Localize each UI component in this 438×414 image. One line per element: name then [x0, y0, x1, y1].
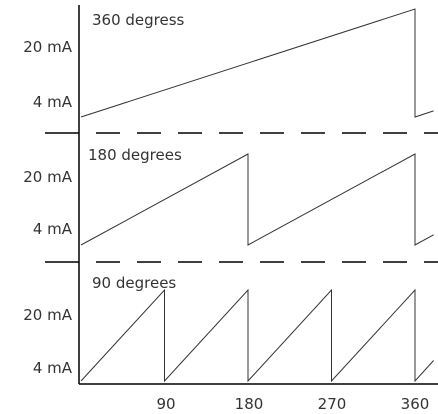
x-tick-label: 270 [318, 395, 347, 413]
panel-title: 90 degrees [92, 274, 176, 292]
y-tick-label: 20 mA [23, 168, 72, 186]
y-tick-label: 4 mA [33, 93, 73, 111]
x-tick-label: 90 [156, 395, 175, 413]
sawtooth-series-line [80, 153, 434, 246]
y-tick-label: 4 mA [33, 359, 73, 377]
sawtooth-series-line [80, 288, 434, 383]
x-tick-label: 180 [235, 395, 264, 413]
panel-title: 360 degress [92, 11, 185, 29]
y-tick-label: 4 mA [33, 220, 73, 238]
sawtooth-series-line [80, 8, 434, 118]
x-tick-label: 360 [401, 395, 430, 413]
y-tick-label: 20 mA [23, 38, 72, 56]
panel-title: 180 degrees [88, 146, 182, 164]
y-tick-label: 20 mA [23, 306, 72, 324]
